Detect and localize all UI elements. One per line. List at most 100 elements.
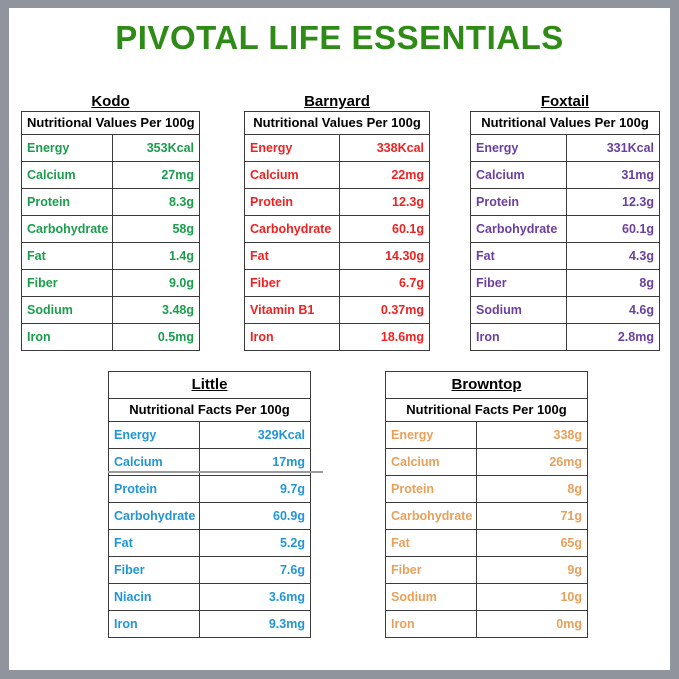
nutrient-value: 8g (476, 475, 588, 503)
nutrition-table-barnyard: Nutritional Values Per 100g Energy 338Kcal… (244, 111, 430, 351)
table-body-browntop: Browntop Nutritional Facts Per 100g Energy… (385, 371, 588, 638)
table-row: Iron 0mg (385, 610, 588, 638)
nutrient-label: Protein (108, 475, 200, 503)
table-row: Vitamin B1 0.37mg (244, 296, 430, 324)
nutrient-value: 0.5mg (112, 323, 200, 351)
card-title-kodo: Kodo (91, 93, 130, 110)
table-row: Energy 353Kcal (21, 134, 200, 162)
nutrient-value: 8g (566, 269, 660, 297)
nutrition-table-kodo: Nutritional Values Per 100g Energy 353Kcal… (21, 111, 200, 351)
nutrient-value: 60.1g (566, 215, 660, 243)
nutrient-label: Calcium (21, 161, 113, 189)
nutrient-value: 31mg (566, 161, 660, 189)
nutrient-label: Fat (385, 529, 477, 557)
table-row: Protein 9.7g (108, 475, 311, 503)
table-header-row: Nutritional Values Per 100g (21, 111, 200, 135)
nutrition-card-barnyard: Barnyard Nutritional Values Per 100g Ener… (244, 93, 430, 351)
table-row: Fat 14.30g (244, 242, 430, 270)
nutrient-value: 338Kcal (339, 134, 430, 162)
nutrient-label: Protein (21, 188, 113, 216)
nutrient-value: 2.8mg (566, 323, 660, 351)
nutrient-label: Calcium (244, 161, 340, 189)
nutrient-label: Sodium (385, 583, 477, 611)
nutrient-label: Calcium (470, 161, 567, 189)
table-body-little: Little Nutritional Facts Per 100g Energy 32… (108, 371, 311, 638)
nutrient-label: Protein (470, 188, 567, 216)
nutrient-value: 3.6mg (199, 583, 311, 611)
table-row: Fat 65g (385, 529, 588, 557)
nutrient-label: Carbohydrate (108, 502, 200, 530)
table-header-row: Nutritional Values Per 100g (244, 111, 430, 135)
nutrition-card-foxtail: Foxtail Nutritional Values Per 100g Energ… (470, 93, 660, 351)
table-row: Energy 338g (385, 421, 588, 449)
card-title-barnyard: Barnyard (304, 93, 370, 110)
nutrient-label: Fiber (470, 269, 567, 297)
table-row: Iron 18.6mg (244, 323, 430, 351)
nutrient-label: Fiber (385, 556, 477, 584)
table-row: Iron 2.8mg (470, 323, 660, 351)
nutrient-value: 9.7g (199, 475, 311, 503)
nutrient-label: Niacin (108, 583, 200, 611)
table-row: Fat 5.2g (108, 529, 311, 557)
nutrient-value: 1.4g (112, 242, 200, 270)
stray-divider-line (108, 471, 323, 473)
nutrient-value: 0mg (476, 610, 588, 638)
nutrition-table-browntop: Browntop Nutritional Facts Per 100g Energy… (385, 371, 588, 638)
nutrition-card-little: Little Nutritional Facts Per 100g Energy 32… (108, 371, 323, 638)
table-row: Protein 8g (385, 475, 588, 503)
nutrient-value: 60.9g (199, 502, 311, 530)
table-row: Fiber 7.6g (108, 556, 311, 584)
nutrient-value: 10g (476, 583, 588, 611)
nutrition-table-foxtail: Nutritional Values Per 100g Energy 331Kcal… (470, 111, 660, 351)
nutrient-value: 329Kcal (199, 421, 311, 449)
table-row: Energy 338Kcal (244, 134, 430, 162)
nutrient-value: 4.6g (566, 296, 660, 324)
table-row: Calcium 26mg (385, 448, 588, 476)
nutrient-label: Protein (385, 475, 477, 503)
nutrient-value: 8.3g (112, 188, 200, 216)
nutrient-value: 71g (476, 502, 588, 530)
nutrient-label: Iron (108, 610, 200, 638)
nutrient-label: Vitamin B1 (244, 296, 340, 324)
table-row: Carbohydrate 58g (21, 215, 200, 243)
table-row: Fiber 8g (470, 269, 660, 297)
nutrient-value: 12.3g (339, 188, 430, 216)
nutrition-card-browntop: Browntop Nutritional Facts Per 100g Energy… (385, 371, 588, 638)
nutrient-label: Fat (244, 242, 340, 270)
table-row: Carbohydrate 71g (385, 502, 588, 530)
nutrient-value: 22mg (339, 161, 430, 189)
nutrient-value: 26mg (476, 448, 588, 476)
nutrient-label: Fat (21, 242, 113, 270)
table-header-little: Nutritional Facts Per 100g (108, 398, 311, 422)
nutrient-value: 3.48g (112, 296, 200, 324)
nutrient-value: 12.3g (566, 188, 660, 216)
nutrient-label: Carbohydrate (385, 502, 477, 530)
nutrient-value: 0.37mg (339, 296, 430, 324)
nutrient-label: Sodium (21, 296, 113, 324)
nutrient-value: 65g (476, 529, 588, 557)
table-header-row: Nutritional Values Per 100g (470, 111, 660, 135)
table-header-barnyard: Nutritional Values Per 100g (244, 111, 430, 135)
nutrient-value: 338g (476, 421, 588, 449)
nutrient-label: Calcium (385, 448, 477, 476)
nutrient-label: Iron (244, 323, 340, 351)
table-row: Protein 12.3g (244, 188, 430, 216)
nutrient-label: Fiber (108, 556, 200, 584)
nutrient-value: 18.6mg (339, 323, 430, 351)
table-row: Sodium 4.6g (470, 296, 660, 324)
nutrient-label: Fiber (244, 269, 340, 297)
nutrient-value: 4.3g (566, 242, 660, 270)
table-row: Fiber 6.7g (244, 269, 430, 297)
table-row: Calcium 31mg (470, 161, 660, 189)
nutrient-value: 331Kcal (566, 134, 660, 162)
nutrient-value: 27mg (112, 161, 200, 189)
nutrient-label: Energy (108, 421, 200, 449)
table-header-row: Nutritional Facts Per 100g (108, 398, 311, 422)
table-title-row: Browntop (385, 371, 588, 399)
nutrient-label: Energy (470, 134, 567, 162)
table-header-kodo: Nutritional Values Per 100g (21, 111, 200, 135)
nutrient-value: 9.3mg (199, 610, 311, 638)
table-row: Energy 329Kcal (108, 421, 311, 449)
nutrient-label: Fat (470, 242, 567, 270)
nutrient-value: 14.30g (339, 242, 430, 270)
